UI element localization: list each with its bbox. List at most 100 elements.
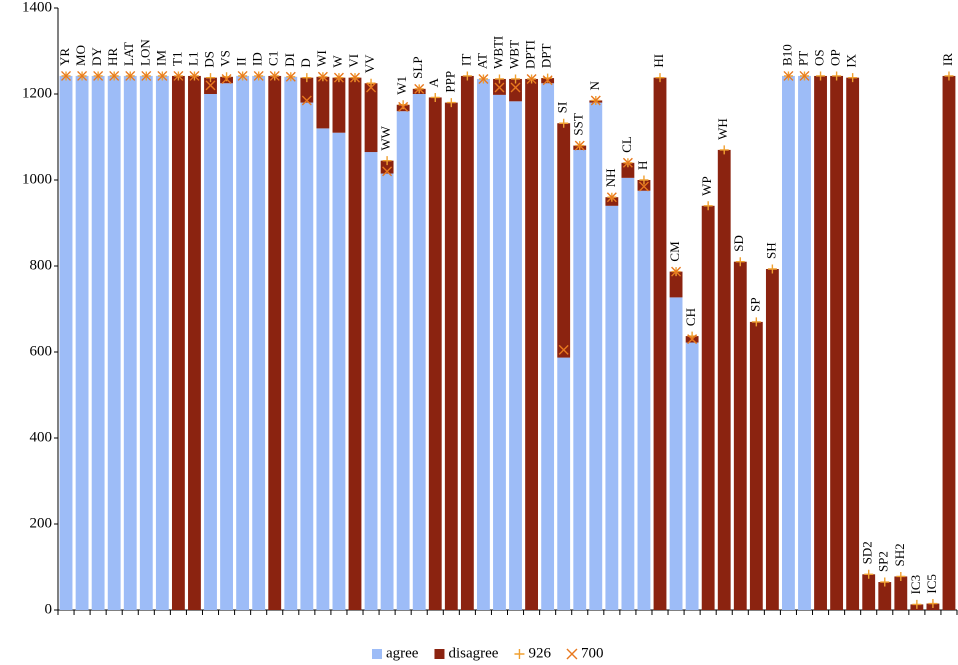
bar-segment	[621, 177, 635, 610]
bar-segment	[814, 75, 827, 610]
marker-x	[783, 70, 794, 81]
bar-segment	[894, 576, 908, 610]
bar-segment	[733, 261, 747, 610]
marker-x	[414, 83, 425, 94]
bar-segment	[493, 94, 506, 611]
bar-segment	[749, 321, 763, 610]
bar-segment	[171, 75, 185, 610]
bar-segment	[396, 111, 410, 610]
marker-x	[141, 70, 152, 81]
marker-x	[333, 72, 344, 83]
marker-x	[366, 82, 377, 93]
bar-segment	[204, 94, 217, 610]
y-tick-label: 600	[30, 343, 53, 359]
bar-segment	[59, 75, 73, 610]
marker-plus	[912, 599, 922, 609]
bar-segment	[332, 132, 346, 610]
bar-segment	[460, 75, 474, 610]
category-label: SD2	[860, 541, 875, 564]
marker-x	[237, 70, 248, 81]
marker-plus	[382, 156, 392, 166]
marker-x	[189, 70, 200, 81]
legend-swatch	[372, 649, 382, 659]
legend-label: disagree	[448, 645, 498, 661]
marker-plus	[655, 73, 665, 83]
bar-segment	[557, 123, 571, 358]
bar-segment	[701, 205, 715, 611]
category-label: D	[298, 58, 313, 67]
category-label: IC5	[924, 574, 939, 594]
category-label: SH2	[892, 543, 907, 566]
marker-plus	[735, 257, 745, 267]
bar-segment	[91, 75, 105, 610]
category-label: ID	[250, 52, 265, 66]
marker-x	[558, 344, 569, 355]
bar-segment	[364, 152, 378, 611]
category-label: A	[426, 77, 441, 87]
bar-segment	[316, 128, 330, 610]
bar-segment	[188, 75, 201, 610]
bar-segment	[798, 75, 811, 610]
category-label: WI	[314, 50, 329, 67]
bar-segment	[509, 101, 522, 610]
bar-segment	[573, 149, 587, 610]
y-tick-label: 800	[30, 257, 53, 273]
marker-plus	[462, 71, 472, 81]
marker-x	[317, 71, 328, 82]
category-label: CH	[683, 308, 698, 326]
bar-segment	[332, 77, 346, 133]
marker-plus	[880, 577, 890, 587]
marker-plus	[703, 201, 713, 211]
bar-segment	[557, 357, 571, 610]
bar-segment	[669, 297, 683, 610]
bar-segment	[782, 75, 795, 610]
category-label: OS	[812, 49, 827, 66]
marker-plus	[719, 145, 729, 155]
bar-segment	[380, 160, 394, 174]
category-label: DPT	[539, 43, 554, 68]
category-label: IM	[153, 50, 168, 66]
bar-segment	[637, 180, 651, 191]
marker-x	[398, 101, 409, 112]
legend-label: agree	[386, 645, 419, 661]
bar-segment	[717, 149, 731, 610]
bar-segment	[541, 83, 555, 610]
category-label: HI	[651, 54, 666, 68]
bar-segment	[685, 342, 699, 610]
category-label: DS	[201, 51, 216, 68]
marker-x	[526, 73, 537, 84]
marker-plus	[816, 71, 826, 81]
marker-plus	[767, 264, 777, 274]
marker-x	[622, 157, 633, 168]
category-label: SP2	[876, 551, 891, 572]
bar-segment	[107, 75, 121, 610]
marker-x	[157, 70, 168, 81]
marker-plus	[944, 71, 954, 81]
bar-segment	[637, 190, 651, 610]
bar-segment	[220, 83, 233, 610]
category-label: SH	[763, 242, 778, 259]
bar-segment	[123, 75, 137, 610]
bar-segment	[444, 102, 458, 610]
category-label: IC3	[908, 575, 923, 595]
marker-plus	[302, 73, 312, 83]
marker-x	[590, 95, 601, 106]
y-tick-label: 0	[45, 601, 53, 617]
bar-segment	[878, 582, 892, 610]
bar-segment	[316, 76, 330, 129]
bar-segment	[348, 77, 362, 610]
category-label: NH	[603, 168, 618, 187]
marker-plus	[494, 74, 504, 84]
marker-plus	[559, 118, 569, 128]
category-label: T1	[169, 51, 184, 65]
category-label: IX	[844, 53, 859, 67]
category-label: B10	[779, 44, 794, 66]
marker-x	[494, 82, 505, 93]
category-label: SI	[555, 102, 570, 114]
bar-segment	[605, 205, 619, 611]
marker-x	[799, 70, 810, 81]
category-label: LON	[137, 39, 152, 66]
category-label: L1	[185, 51, 200, 65]
category-label: CM	[667, 241, 682, 262]
marker-x	[349, 72, 360, 83]
